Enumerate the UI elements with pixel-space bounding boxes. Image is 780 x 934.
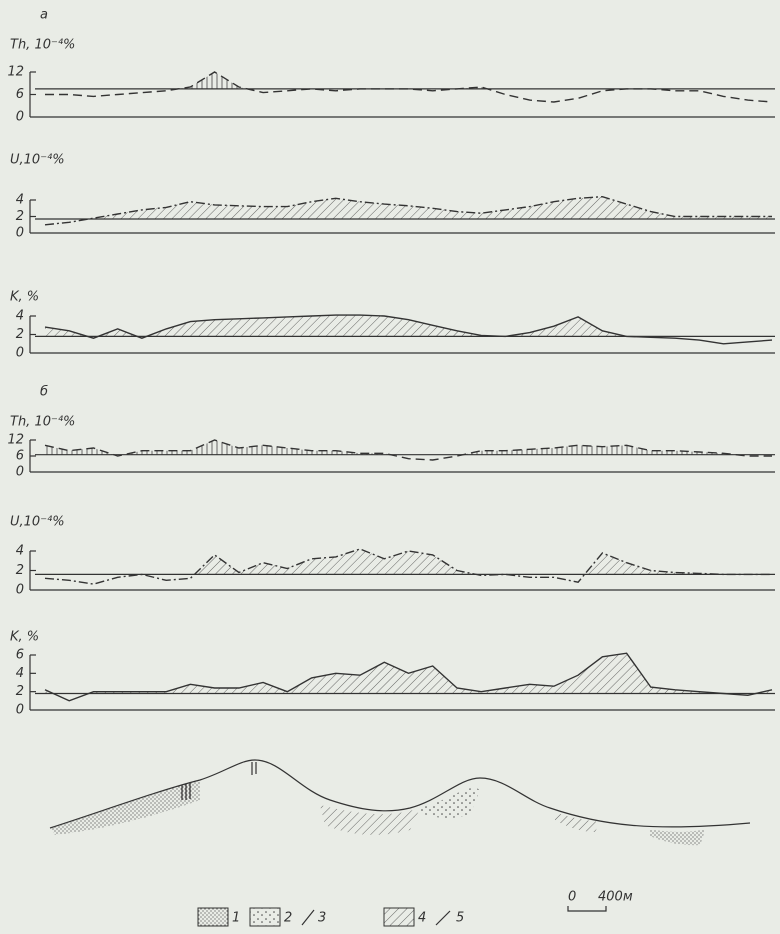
y-tick-label: 12	[7, 65, 24, 80]
unit-4	[320, 805, 420, 835]
y-tick-label: 6	[16, 449, 24, 464]
anomaly-hatch	[45, 196, 772, 219]
profile-line	[44, 548, 772, 585]
legend-swatch	[301, 909, 315, 926]
unit-1	[650, 830, 705, 846]
legend-label: 3	[318, 911, 326, 926]
y-tick-label: 12	[7, 433, 24, 448]
y-tick-label: 0	[16, 226, 24, 241]
axis-title: K, %	[10, 290, 39, 305]
ground-surface	[49, 759, 751, 829]
axis-title: K, %	[10, 630, 39, 645]
anomaly-hatch	[45, 549, 772, 575]
y-tick-label: 2	[16, 327, 24, 342]
y-tick-label: 0	[16, 346, 24, 361]
legend: 1 2 3 4 5 0 400м	[197, 890, 633, 927]
cross-section	[49, 759, 751, 846]
anomaly-hatch	[45, 315, 772, 337]
y-tick-label: 6	[16, 87, 24, 102]
anomaly-hatch	[45, 440, 736, 455]
y-tick-label: 0	[16, 465, 24, 480]
legend-label: 4	[418, 911, 426, 926]
unit-1	[50, 780, 200, 835]
y-tick-label: 4	[16, 666, 24, 681]
profile-line	[44, 314, 773, 345]
panel-label: а	[40, 8, 48, 23]
axis-title: Th, 10⁻⁴%	[10, 38, 75, 53]
y-tick-label: 2	[16, 563, 24, 578]
unit-2	[420, 787, 480, 818]
y-tick-label: 4	[16, 544, 24, 559]
y-tick-label: 6	[16, 648, 24, 663]
axis-title: U,10⁻⁴%	[10, 153, 65, 168]
y-tick-label: 0	[16, 110, 24, 125]
y-tick-label: 0	[16, 703, 24, 718]
legend-swatch	[197, 907, 229, 927]
axis-title: U,10⁻⁴%	[10, 515, 65, 530]
y-tick-label: 4	[16, 309, 24, 324]
legend-label: 5	[456, 911, 464, 926]
scale-label: 400м	[598, 890, 633, 905]
anomaly-hatch	[45, 72, 772, 89]
profile-line	[44, 439, 772, 461]
y-tick-label: 0	[16, 583, 24, 598]
legend-label: 1	[232, 911, 240, 926]
y-tick-label: 2	[16, 684, 24, 699]
profile-line	[45, 71, 773, 103]
axis-title: Th, 10⁻⁴%	[10, 415, 75, 430]
profile-line	[44, 195, 772, 226]
legend-swatch	[435, 910, 451, 926]
y-tick-label: 4	[16, 193, 24, 208]
legend-swatch	[249, 907, 281, 927]
panel-label: б	[40, 385, 48, 400]
legend-label: 2	[284, 911, 292, 926]
profile-line	[44, 652, 773, 702]
y-tick-label: 2	[16, 209, 24, 224]
legend-swatch	[383, 907, 415, 927]
scale-label: 0	[568, 890, 576, 905]
unit-4	[555, 812, 600, 832]
scale-bar	[567, 906, 607, 912]
unit-3	[181, 762, 257, 800]
